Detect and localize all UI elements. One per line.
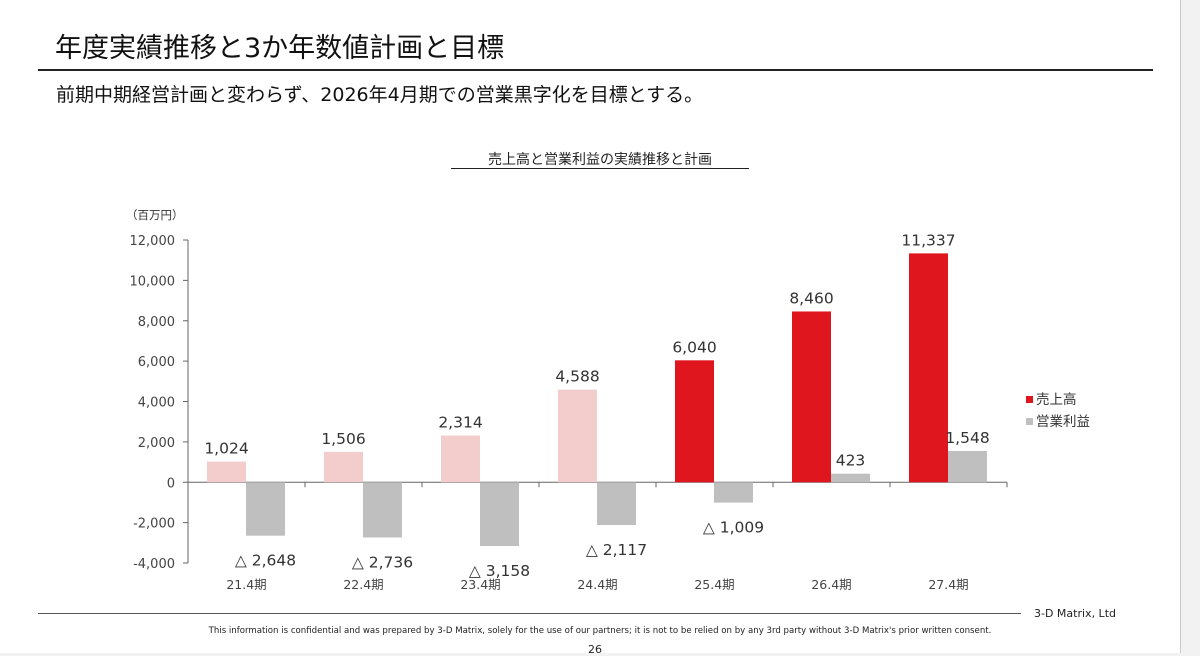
- profit-bar: [948, 450, 987, 483]
- y-tick-label: 8,000: [138, 315, 175, 330]
- legend-label: 営業利益: [1036, 414, 1090, 430]
- category-label: 27.4期: [928, 577, 968, 592]
- y-tick-label: 4,000: [138, 396, 175, 411]
- profit-value-label: 1,548: [945, 429, 989, 447]
- y-tick-label: 12,000: [130, 234, 176, 249]
- sales-bar: [207, 461, 246, 483]
- confidential-note: This information is confidential and was…: [208, 626, 992, 636]
- y-tick-label: 0: [167, 476, 175, 491]
- profit-value-label: △ 2,648: [235, 552, 296, 570]
- category-label: 22.4期: [343, 577, 383, 592]
- y-tick-label: 6,000: [138, 355, 175, 370]
- sales-profit-chart: （百万円） -4,000 -2,000 0 2,000 4,000 6,000 8,000 10…: [126, 208, 1090, 592]
- sales-value-label: 1,506: [321, 430, 365, 448]
- page-subtitle: 前期中期経営計画と変わらず、2026年4月期での営業黒字化を目標とする。: [56, 84, 704, 106]
- footer-divider: [38, 613, 1021, 614]
- profit-bar: [363, 482, 402, 538]
- sales-bar: [909, 253, 948, 483]
- category-label: 21.4期: [226, 577, 266, 592]
- title-divider: [38, 69, 1153, 71]
- legend-swatch: [1026, 396, 1033, 403]
- sales-value-label: 1,024: [204, 440, 248, 458]
- y-tick-label: -4,000: [133, 557, 175, 572]
- y-tick-label: 10,000: [130, 274, 176, 289]
- chart-title-underline: [451, 168, 749, 169]
- category-label: 23.4期: [460, 577, 500, 592]
- sales-bar: [558, 389, 597, 483]
- profit-value-label: △ 2,117: [586, 541, 647, 559]
- category-label: 26.4期: [811, 577, 851, 592]
- page-number: 26: [588, 643, 602, 656]
- sales-bar: [675, 360, 714, 483]
- profit-bar: [246, 482, 285, 536]
- profit-value-label: △ 1,009: [703, 519, 764, 537]
- legend-swatch: [1026, 418, 1033, 425]
- profit-value-label: △ 2,736: [352, 553, 413, 571]
- sales-bar: [324, 451, 363, 483]
- profit-value-label: 423: [836, 452, 866, 470]
- sales-value-label: 2,314: [438, 414, 482, 432]
- footer-company: 3-D Matrix, Ltd: [1034, 607, 1116, 620]
- sales-bar: [441, 435, 480, 483]
- profit-value-label: △ 3,158: [469, 562, 530, 580]
- profit-bar: [480, 482, 519, 547]
- category-label: 25.4期: [694, 577, 734, 592]
- sales-value-label: 8,460: [789, 289, 833, 307]
- chart-title: 売上高と営業利益の実績推移と計画: [488, 152, 712, 168]
- sales-value-label: 11,337: [901, 231, 955, 249]
- y-unit-label: （百万円）: [126, 208, 184, 222]
- category-label: 24.4期: [577, 577, 617, 592]
- y-tick-label: 2,000: [138, 436, 175, 451]
- legend-label: 売上高: [1036, 391, 1077, 408]
- profit-bar: [714, 482, 753, 503]
- profit-bar: [831, 473, 870, 483]
- sales-value-label: 4,588: [555, 368, 599, 386]
- profit-bar: [597, 482, 636, 525]
- sales-value-label: 6,040: [672, 338, 716, 356]
- sales-bar: [792, 311, 831, 483]
- y-tick-label: -2,000: [133, 517, 175, 532]
- page-title: 年度実績推移と3か年数値計画と目標: [55, 33, 505, 64]
